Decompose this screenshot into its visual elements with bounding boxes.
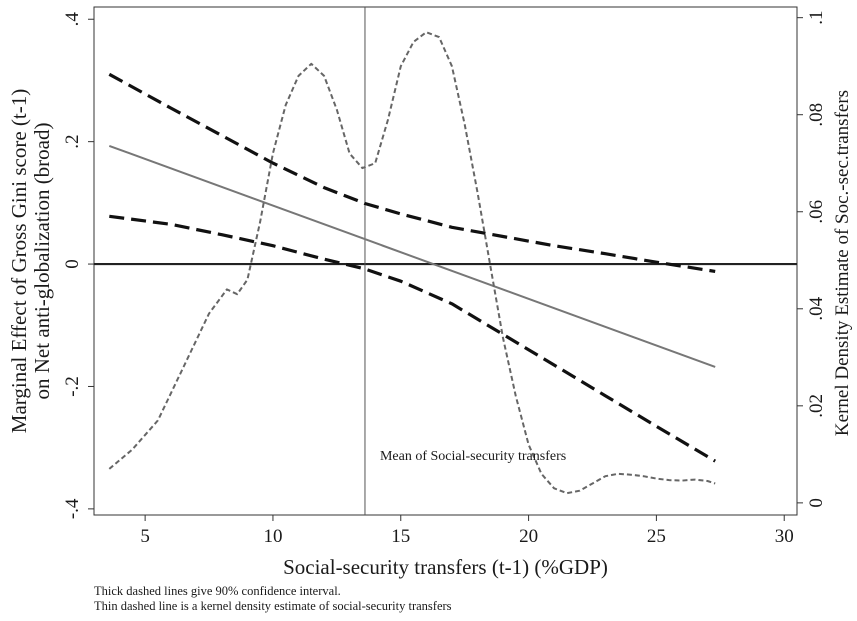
y-right-tick-label: .02	[806, 394, 827, 418]
mean-line-label: Mean of Social-security transfers	[380, 449, 566, 464]
ci-lower-line	[109, 214, 717, 463]
x-axis-title: Social-security transfers (t-1) (%GDP)	[283, 555, 608, 579]
y-left-tick-label: 0	[62, 259, 83, 269]
axis-ticks: 5 10 15 20 25 30 -.4 -.2 0 .2 .4 0 .02 .04 .06 .08 .1	[62, 11, 827, 547]
x-tick-label: 15	[391, 526, 410, 547]
y-left-tick-label: .4	[62, 12, 83, 27]
note-confidence-interval: Thick dashed lines give 90% confidence i…	[94, 584, 341, 598]
y-right-axis-title: Kernel Density Estimate of Soc.-sec.tran…	[832, 90, 853, 436]
marginal-effect-line	[108, 144, 716, 368]
axis-labels: Mean of Social-security transfers Social-…	[7, 89, 853, 579]
x-tick-label: 5	[140, 526, 150, 547]
x-tick-label: 25	[647, 526, 666, 547]
y-right-tick-label: .06	[806, 200, 827, 224]
y-left-tick-label: .2	[62, 135, 83, 149]
y-left-axis-title-line1: Marginal Effect of Gross Gini score (t-1…	[7, 89, 31, 433]
kernel-density-line	[108, 31, 716, 495]
note-kernel-density: Thin dashed line is a kernel density est…	[94, 599, 452, 613]
y-left-tick-label: -.4	[62, 498, 83, 519]
series-lines	[94, 7, 797, 515]
y-right-tick-label: .04	[806, 296, 827, 320]
plot-border	[93, 6, 798, 516]
x-tick-label: 30	[775, 526, 794, 547]
y-left-tick-label: -.2	[62, 376, 83, 397]
y-left-axis-title-line2: on Net anti-globalization (broad)	[30, 123, 54, 400]
x-tick-label: 20	[519, 526, 538, 547]
x-tick-label: 10	[263, 526, 282, 547]
figure-notes: Thick dashed lines give 90% confidence i…	[94, 584, 452, 614]
y-right-tick-label: .08	[806, 103, 827, 127]
y-right-tick-label: .1	[806, 11, 827, 25]
plot-frame	[93, 6, 798, 516]
y-right-tick-label: 0	[806, 498, 827, 508]
ci-upper-line	[108, 72, 716, 273]
